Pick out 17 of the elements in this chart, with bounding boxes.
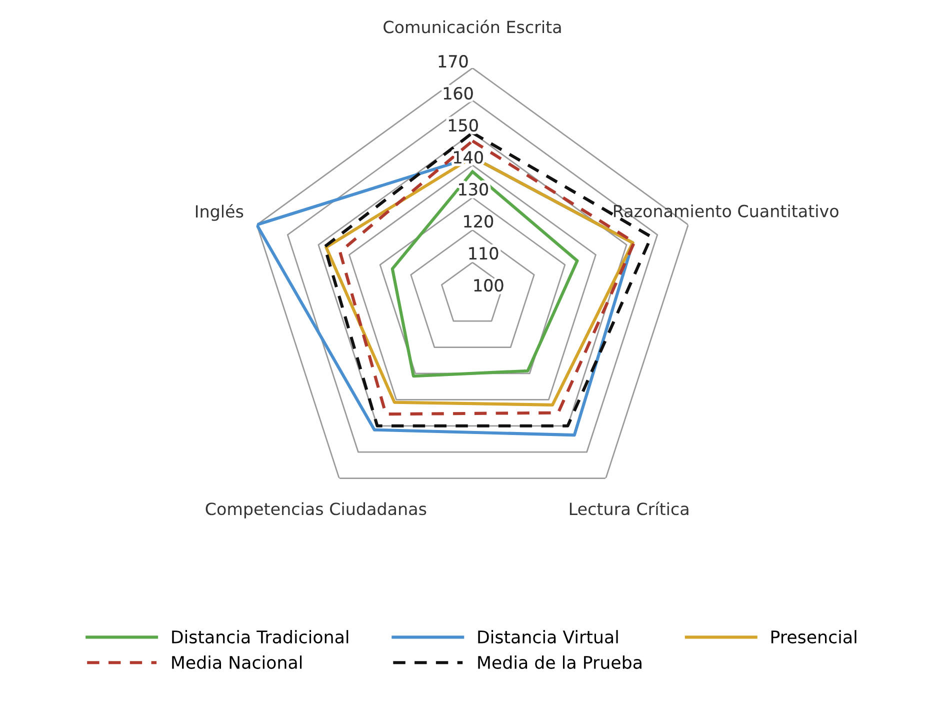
- y-tick-label: 160: [444, 86, 473, 100]
- legend-label: Presencial: [771, 630, 856, 644]
- spoke-label: Razonamiento Cuantitativo: [614, 204, 838, 218]
- spoke-label: Competencias Ciudadanas: [206, 502, 426, 518]
- y-tick-label: 110: [469, 247, 498, 260]
- spoke-label: Lectura Crítica: [570, 502, 688, 516]
- legend-label: Media Nacional: [172, 656, 302, 669]
- legend-label: Media de la Prueba: [478, 656, 642, 669]
- y-tick-label: 100: [474, 279, 504, 292]
- spoke-label: Comunicación Escrita: [384, 20, 561, 34]
- y-tick-label: 170: [438, 54, 468, 68]
- legend-label: Distancia Tradicional: [172, 630, 348, 644]
- spoke-label: Inglés: [196, 204, 244, 221]
- y-tick-label: 150: [448, 119, 478, 132]
- y-tick-label: 120: [464, 215, 494, 228]
- y-tick-label: 130: [459, 183, 488, 196]
- legend-label: Distancia Virtual: [478, 630, 618, 644]
